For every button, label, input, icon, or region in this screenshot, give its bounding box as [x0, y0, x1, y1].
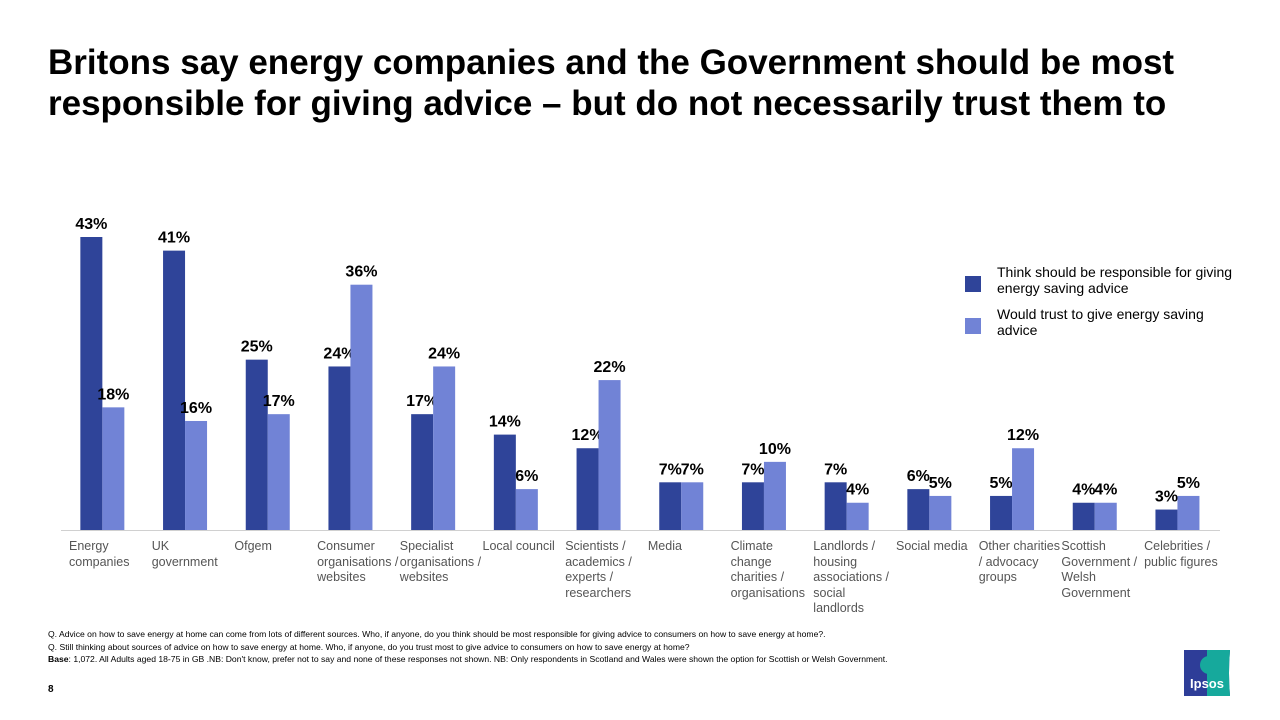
- data-label: 17%: [406, 393, 438, 410]
- data-label: 4%: [1072, 482, 1095, 499]
- bar-trust: [433, 366, 456, 530]
- bar-responsible: [907, 489, 930, 530]
- bar-trust: [515, 489, 538, 530]
- data-label: 24%: [323, 345, 355, 362]
- data-label: 6%: [907, 468, 930, 485]
- bar-responsible: [411, 414, 434, 530]
- data-label: 6%: [515, 468, 538, 485]
- bar-trust: [1094, 502, 1117, 530]
- bar-trust: [929, 495, 952, 530]
- legend-item-responsible: Think should be responsible for giving e…: [965, 264, 1235, 296]
- category-label: Other charities / advocacy groups: [978, 539, 1060, 584]
- data-label: 24%: [428, 345, 460, 362]
- question-1: Q. Advice on how to save energy at home …: [48, 629, 826, 639]
- legend-swatch: [965, 276, 981, 292]
- bar-responsible: [659, 482, 682, 530]
- bar-responsible: [990, 495, 1013, 530]
- category-label: Celebrities / public figures: [1144, 539, 1218, 569]
- bar-trust: [598, 380, 621, 530]
- category-label: Energy companies: [69, 539, 130, 569]
- category-label: Social media: [896, 539, 968, 553]
- bar-responsible: [824, 482, 847, 530]
- data-label: 25%: [241, 339, 273, 356]
- bar-trust: [1012, 448, 1035, 530]
- bar-trust: [185, 420, 208, 530]
- data-label: 7%: [659, 461, 682, 478]
- svg-text:Ipsos: Ipsos: [1190, 676, 1224, 691]
- bar-responsible: [245, 359, 268, 530]
- data-label: 36%: [345, 264, 377, 281]
- bar-responsible: [576, 448, 599, 530]
- ipsos-logo: Ipsos: [1184, 650, 1230, 696]
- base-note: Base: 1,072. All Adults aged 18-75 in GB…: [48, 653, 1168, 666]
- data-label: 17%: [263, 393, 295, 410]
- bar-trust: [350, 284, 373, 530]
- data-label: 5%: [929, 475, 952, 492]
- bar-responsible: [741, 482, 764, 530]
- data-label: 14%: [489, 414, 521, 431]
- data-label: 43%: [75, 216, 107, 233]
- data-label: 5%: [989, 475, 1012, 492]
- page-number: 8: [48, 684, 54, 695]
- bar-responsible: [493, 434, 516, 530]
- data-label: 22%: [594, 359, 626, 376]
- data-label: 41%: [158, 230, 190, 247]
- bar-responsible: [1155, 509, 1178, 530]
- data-label: 3%: [1155, 489, 1178, 506]
- bar-responsible: [163, 250, 186, 530]
- category-label: Climate change charities / organisations: [730, 539, 805, 600]
- category-label: Landlords / housing associations / socia…: [813, 539, 890, 615]
- category-label: Local council: [482, 539, 555, 553]
- bar-trust: [846, 502, 869, 530]
- data-label: 12%: [572, 427, 604, 444]
- bar-responsible: [80, 237, 103, 530]
- data-label: 7%: [681, 461, 704, 478]
- footnotes: Q. Advice on how to save energy at home …: [48, 628, 1168, 666]
- category-label: Specialist organisations / websites: [399, 539, 482, 584]
- legend-swatch: [965, 318, 981, 334]
- base-label: Base: [48, 654, 69, 664]
- bar-responsible: [328, 366, 351, 530]
- slide-title: Britons say energy companies and the Gov…: [48, 43, 1175, 123]
- data-label: 4%: [1094, 482, 1117, 499]
- legend-item-trust: Would trust to give energy saving advice: [965, 306, 1235, 338]
- legend-label: Think should be responsible for giving e…: [997, 264, 1233, 296]
- data-label: 7%: [824, 461, 847, 478]
- category-label: Ofgem: [234, 539, 272, 553]
- category-label: Scottish Government / Welsh Government: [1061, 539, 1138, 600]
- data-label: 10%: [759, 441, 791, 458]
- bar-trust: [1177, 495, 1200, 530]
- bar-trust: [102, 407, 125, 530]
- data-label: 12%: [1007, 427, 1039, 444]
- category-label: Consumer organisations / websites: [317, 539, 399, 584]
- bar-trust: [763, 461, 786, 530]
- data-label: 16%: [180, 400, 212, 417]
- data-label: 18%: [97, 386, 129, 403]
- legend-label: Would trust to give energy saving advice: [997, 306, 1204, 338]
- data-label: 7%: [741, 461, 764, 478]
- category-label: UK government: [151, 539, 218, 569]
- category-label: Scientists / academics / experts / resea…: [565, 539, 632, 600]
- bar-trust: [267, 414, 290, 530]
- bar-responsible: [1072, 502, 1095, 530]
- data-label: 4%: [846, 482, 869, 499]
- question-2: Q. Still thinking about sources of advic…: [48, 641, 690, 652]
- bar-trust: [681, 482, 704, 530]
- data-label: 5%: [1177, 475, 1200, 492]
- legend: Think should be responsible for giving e…: [965, 264, 1235, 348]
- base-text: : 1,072. All Adults aged 18-75 in GB .NB…: [68, 654, 888, 664]
- category-label: Media: [647, 539, 682, 553]
